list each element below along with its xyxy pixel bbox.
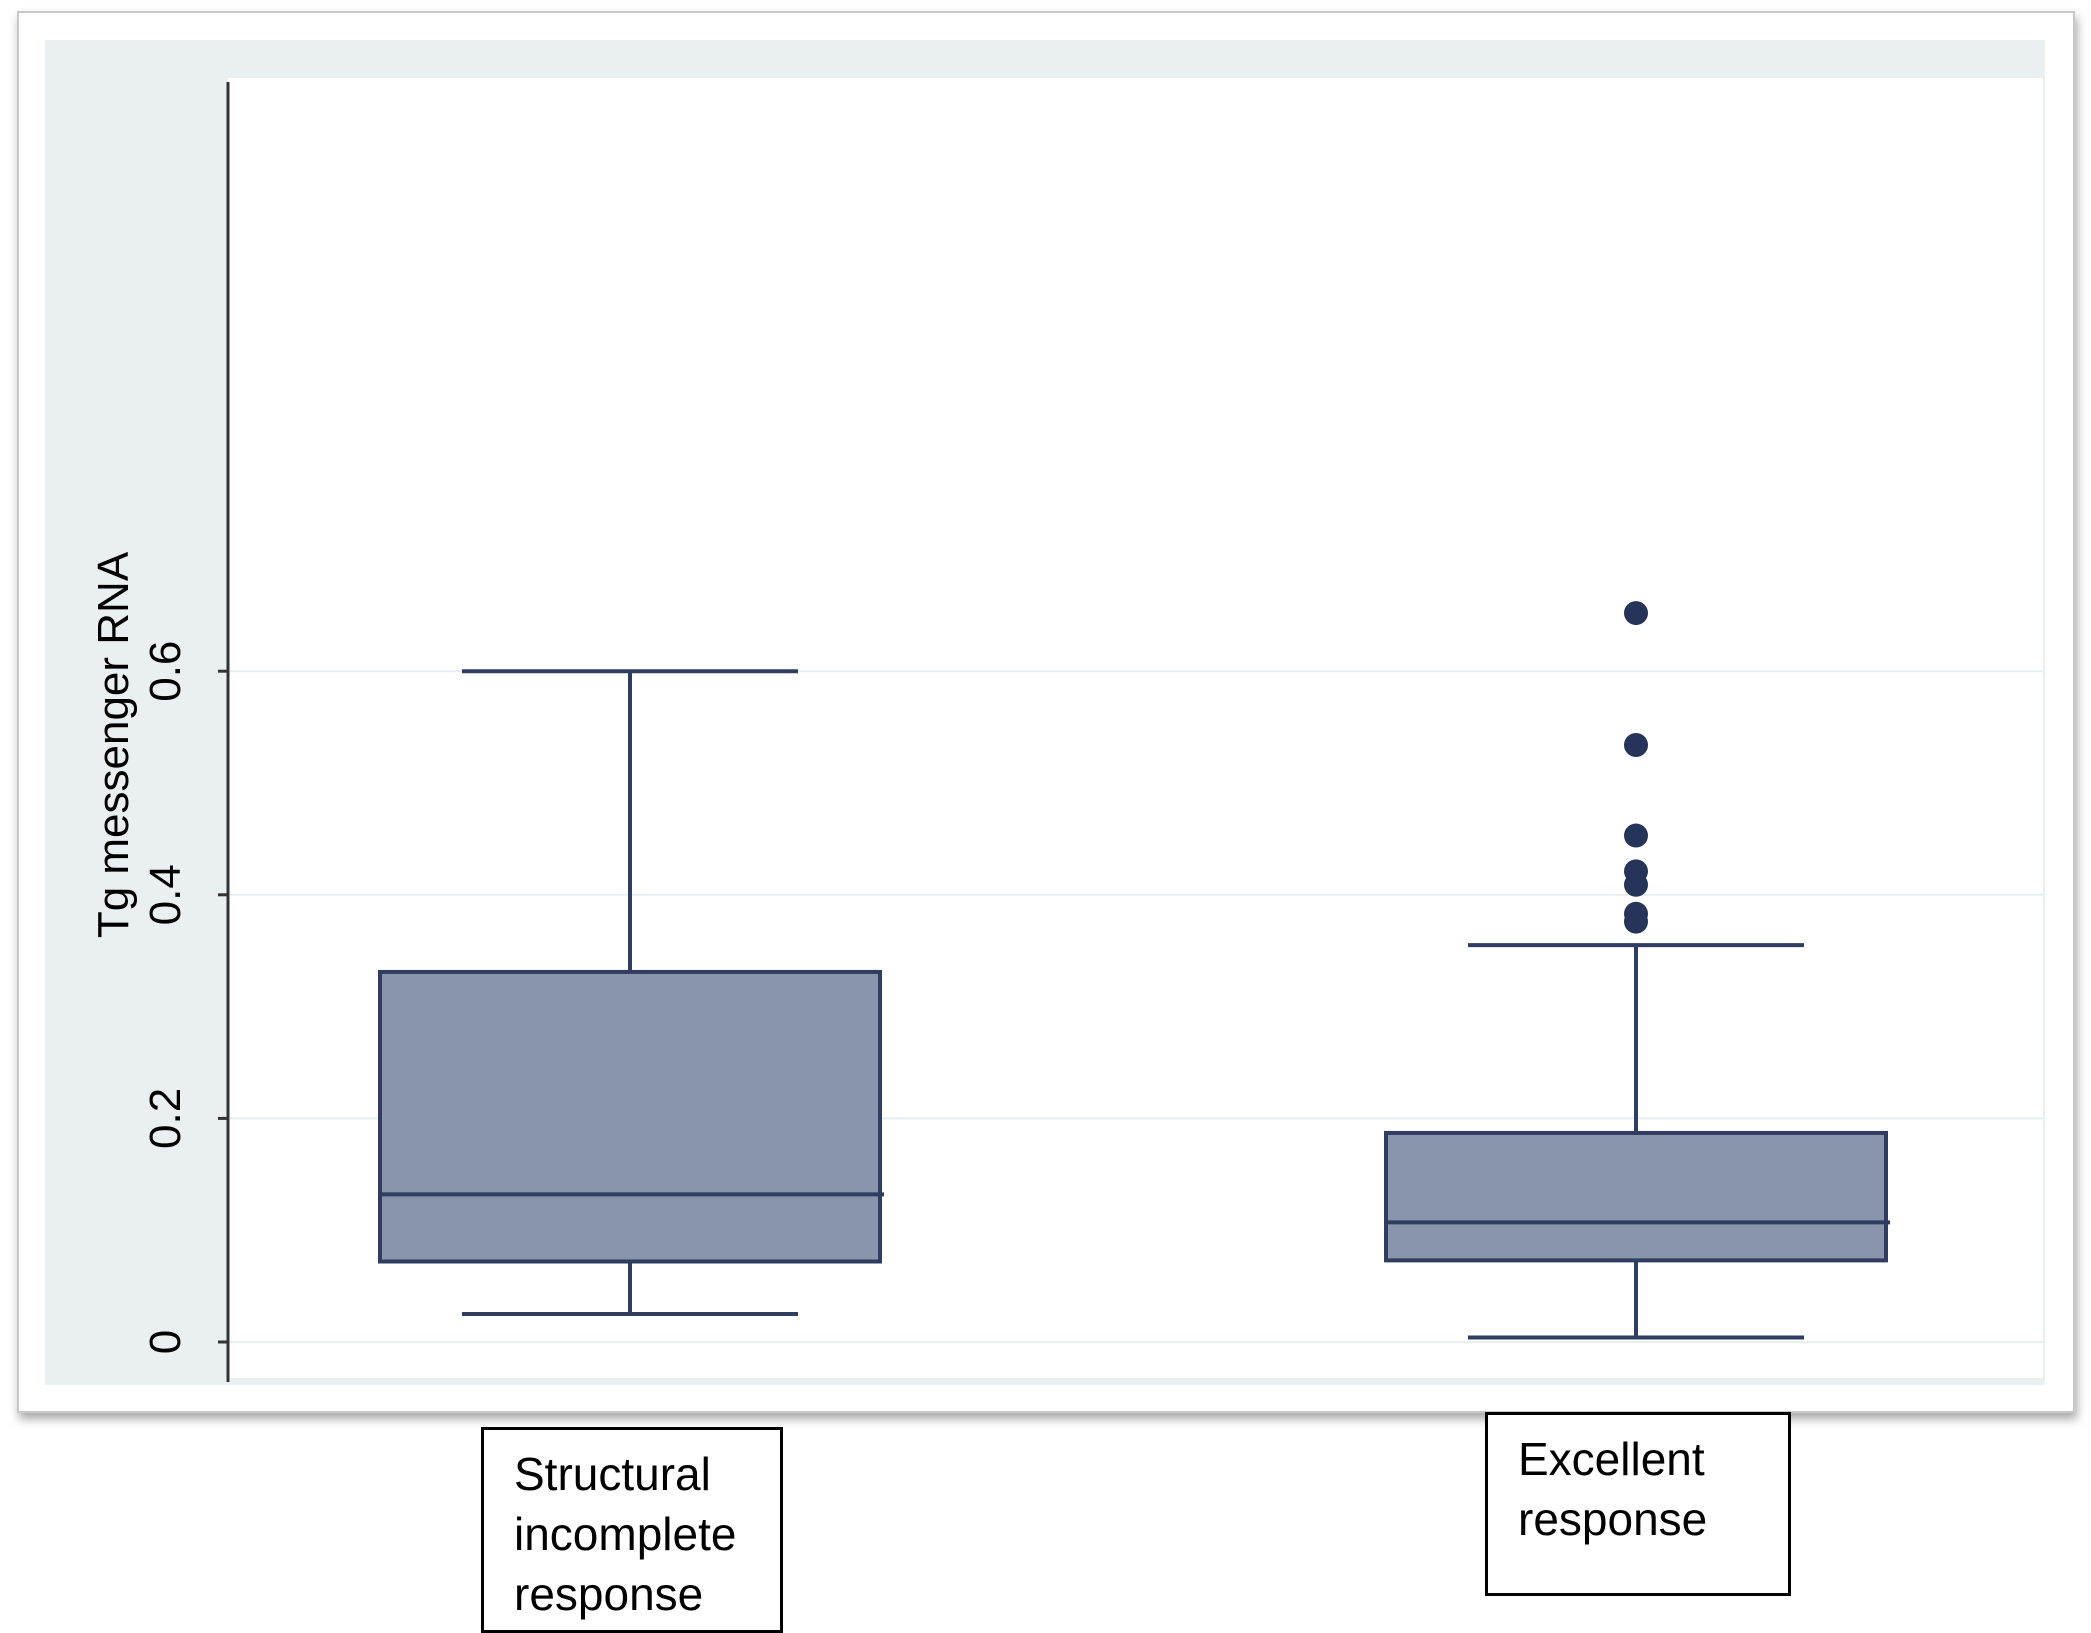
outlier-point — [1624, 872, 1648, 897]
outlier-point — [1624, 823, 1648, 848]
iqr-box — [1384, 1130, 1888, 1263]
iqr-box — [378, 969, 882, 1264]
y-tick-label: 0.6 — [141, 641, 190, 702]
y-tick-label: 0.2 — [141, 1088, 190, 1149]
box-plot-series — [378, 601, 1890, 1340]
y-axis-label: Tg messenger RNA — [89, 551, 138, 938]
y-tick-label: 0 — [141, 1330, 190, 1354]
y-tick-label: 0.4 — [141, 864, 190, 925]
outlier-point — [1624, 601, 1648, 626]
box-group — [378, 669, 884, 1317]
y-axis-ticks: 0 0.2 0.4 0.6 — [141, 641, 228, 1354]
category-label-box: Excellent response — [1485, 1412, 1791, 1596]
outlier-point — [1624, 732, 1648, 757]
category-label-line: response — [514, 1568, 704, 1620]
category-label-line: Structural — [514, 1448, 711, 1500]
outlier-point — [1624, 909, 1648, 934]
box-group — [1384, 601, 1890, 1340]
category-label-line: response — [1518, 1493, 1708, 1545]
category-label-line: Excellent — [1518, 1433, 1705, 1485]
category-label-line: incomplete — [514, 1508, 737, 1560]
category-label-box: Structural incomplete response — [481, 1427, 783, 1633]
